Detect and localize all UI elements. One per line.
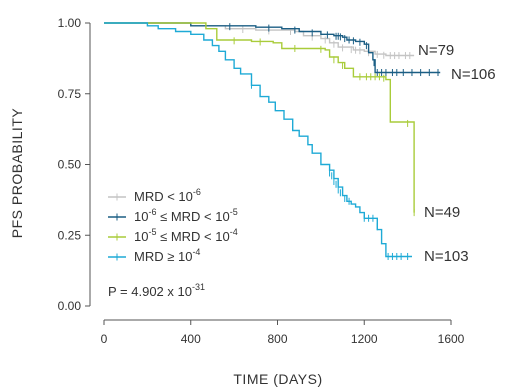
legend-exponent: -6 <box>193 187 201 197</box>
legend-text-part: MRD ≥ 10 <box>134 249 192 264</box>
legend-item-0: MRD < 10-6 <box>108 187 201 204</box>
legend-text-part: MRD < 10 <box>134 189 193 204</box>
series-line-3 <box>104 22 412 258</box>
p-value-exponent: -31 <box>192 282 205 292</box>
y-axis: 0.00 0.25 0.50 0.75 1.00 <box>58 16 91 313</box>
x-axis-title: TIME (DAYS) <box>233 371 322 387</box>
n-label-2: N=49 <box>424 204 460 221</box>
legend-item-2: 10-5 ≤ MRD < 10-4 <box>108 227 238 244</box>
series-line-0 <box>104 22 415 57</box>
legend-item-3: MRD ≥ 10-4 <box>108 247 200 264</box>
y-tick-label: 0.75 <box>58 87 82 101</box>
legend-exponent: -5 <box>148 227 156 237</box>
legend-exponent: -4 <box>192 247 200 257</box>
legend-exponent: -4 <box>230 227 238 237</box>
legend-item-1: 10-6 ≤ MRD < 10-5 <box>108 207 238 224</box>
series-line-1 <box>104 22 441 74</box>
legend-text-part: 10 <box>134 209 148 224</box>
x-axis: 0 400 800 1200 1600 <box>101 319 465 346</box>
y-axis-title: PFS PROBABILITY <box>9 108 25 239</box>
legend-label: 10-5 ≤ MRD < 10-4 <box>134 227 238 244</box>
y-tick-label: 0.25 <box>58 228 82 242</box>
p-value-annotation: P = 4.902 x 10-31 <box>108 282 205 299</box>
x-tick-label: 1200 <box>351 332 378 346</box>
legend-label: 10-6 ≤ MRD < 10-5 <box>134 207 238 224</box>
series-2 <box>104 22 415 217</box>
y-tick-label: 0.00 <box>58 299 82 313</box>
legend-exponent: -5 <box>230 207 238 217</box>
legend-text-part: ≤ MRD < 10 <box>156 229 229 244</box>
n-label-3: N=103 <box>424 248 469 265</box>
legend-label: MRD < 10-6 <box>134 187 201 204</box>
legend-exponent: -6 <box>148 207 156 217</box>
n-label-0: N=79 <box>418 42 454 59</box>
y-tick-label: 0.50 <box>58 158 82 172</box>
legend-text-part: ≤ MRD < 10 <box>156 209 229 224</box>
p-value-text: P = 4.902 x 10 <box>108 284 192 299</box>
series-0 <box>104 22 415 60</box>
series-1 <box>104 22 441 77</box>
x-tick-label: 400 <box>181 332 201 346</box>
series-3 <box>104 22 412 260</box>
y-tick-label: 1.00 <box>58 16 82 30</box>
legend: MRD < 10-610-6 ≤ MRD < 10-510-5 ≤ MRD < … <box>108 187 238 264</box>
legend-text-part: 10 <box>134 229 148 244</box>
x-tick-label: 0 <box>101 332 108 346</box>
series-line-2 <box>104 22 415 213</box>
n-labels: N=79 N=106 N=49 N=103 <box>418 42 496 265</box>
n-label-1: N=106 <box>451 66 496 83</box>
x-tick-label: 1600 <box>438 332 465 346</box>
x-tick-label: 800 <box>267 332 287 346</box>
legend-label: MRD ≥ 10-4 <box>134 247 200 264</box>
survival-curves <box>104 22 441 260</box>
